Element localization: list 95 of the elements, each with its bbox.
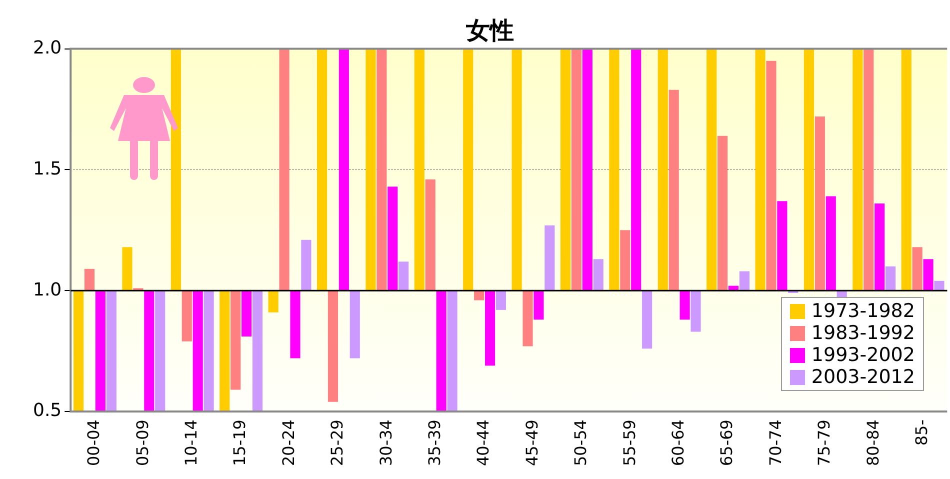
x-tick-label: 85- xyxy=(912,420,931,446)
bar xyxy=(593,259,604,291)
bar xyxy=(95,290,106,412)
bar xyxy=(436,290,446,412)
legend-label: 1973-1982 xyxy=(811,300,915,322)
x-tick-label: 30-34 xyxy=(376,420,396,466)
bar xyxy=(766,60,776,291)
bar xyxy=(74,290,84,412)
bar xyxy=(886,266,896,291)
bar xyxy=(690,290,701,332)
bar xyxy=(642,290,652,349)
bar xyxy=(204,290,214,412)
bar xyxy=(398,262,409,291)
bar xyxy=(804,48,814,291)
bar xyxy=(496,290,506,310)
x-tick-label: 45-49 xyxy=(522,420,542,466)
bar xyxy=(582,48,592,291)
x-tick-label: 80-84 xyxy=(863,420,882,466)
bar xyxy=(755,48,766,291)
bar xyxy=(874,204,885,291)
bar xyxy=(328,290,338,402)
x-tick-label: 50-54 xyxy=(571,420,590,466)
bar xyxy=(706,48,717,291)
y-tick-label: 1.5 xyxy=(32,158,62,180)
bar xyxy=(864,48,874,291)
bar xyxy=(144,290,154,412)
bar xyxy=(560,48,571,291)
bar xyxy=(620,230,630,291)
x-tick-label: 20-24 xyxy=(278,420,298,466)
bar xyxy=(718,136,728,291)
bar xyxy=(268,290,278,312)
bar xyxy=(534,290,544,320)
legend-label: 1993-2002 xyxy=(811,344,915,366)
bar xyxy=(301,240,312,291)
bar xyxy=(522,290,533,346)
x-tick-label: 10-14 xyxy=(182,420,201,466)
x-tick-label: 60-64 xyxy=(668,420,688,466)
legend-label: 1983-1992 xyxy=(811,322,915,344)
chart-title: 女性 xyxy=(465,16,514,45)
bar xyxy=(923,259,934,291)
bar xyxy=(279,48,290,291)
bar xyxy=(376,48,387,291)
bar xyxy=(220,290,230,412)
bar xyxy=(901,48,912,291)
bar xyxy=(668,90,679,291)
bar xyxy=(252,290,263,412)
bar xyxy=(170,48,181,291)
bar xyxy=(316,48,328,291)
x-tick-label: 25-29 xyxy=(328,420,347,466)
y-tick-label: 1.0 xyxy=(32,279,62,300)
bar xyxy=(350,290,360,358)
bar xyxy=(366,48,376,291)
bar xyxy=(934,280,944,291)
bar xyxy=(388,186,398,291)
bar xyxy=(474,290,484,300)
bar xyxy=(852,48,863,291)
bar xyxy=(447,290,458,412)
bar xyxy=(739,271,750,291)
bar xyxy=(912,247,922,291)
x-tick-label: 65-69 xyxy=(717,420,736,466)
bar xyxy=(84,268,95,291)
bar xyxy=(658,48,668,291)
x-tick-label: 15-19 xyxy=(230,420,250,466)
bar xyxy=(512,48,522,291)
bar xyxy=(230,290,241,390)
bar xyxy=(106,290,116,412)
bar xyxy=(182,290,192,342)
bar xyxy=(814,116,825,291)
bar xyxy=(571,48,582,291)
bar xyxy=(680,290,690,320)
bar xyxy=(544,225,555,291)
bar xyxy=(338,48,349,291)
y-tick-label: 0.5 xyxy=(32,400,62,422)
x-tick-label: 70-74 xyxy=(766,420,785,466)
x-tick-label: 75-79 xyxy=(814,420,834,466)
bar xyxy=(777,201,788,291)
x-tick-label: 40-44 xyxy=(474,420,493,466)
x-tick-label: 05-09 xyxy=(132,420,152,466)
x-tick-label: 00-04 xyxy=(84,420,104,466)
bar xyxy=(484,290,496,366)
bar xyxy=(242,290,252,337)
legend-label: 2003-2012 xyxy=(811,366,915,388)
bar xyxy=(826,196,836,291)
bar xyxy=(155,290,166,412)
bar xyxy=(631,48,642,291)
bar xyxy=(290,290,300,358)
x-tick-label: 55-59 xyxy=(620,420,639,466)
x-tick-label: 35-39 xyxy=(425,420,444,466)
bar xyxy=(609,48,620,291)
y-tick-label: 2.0 xyxy=(32,37,62,58)
bar xyxy=(414,48,424,291)
bar xyxy=(122,247,132,291)
bar xyxy=(192,290,203,412)
bar xyxy=(425,179,436,291)
bar xyxy=(463,48,474,291)
